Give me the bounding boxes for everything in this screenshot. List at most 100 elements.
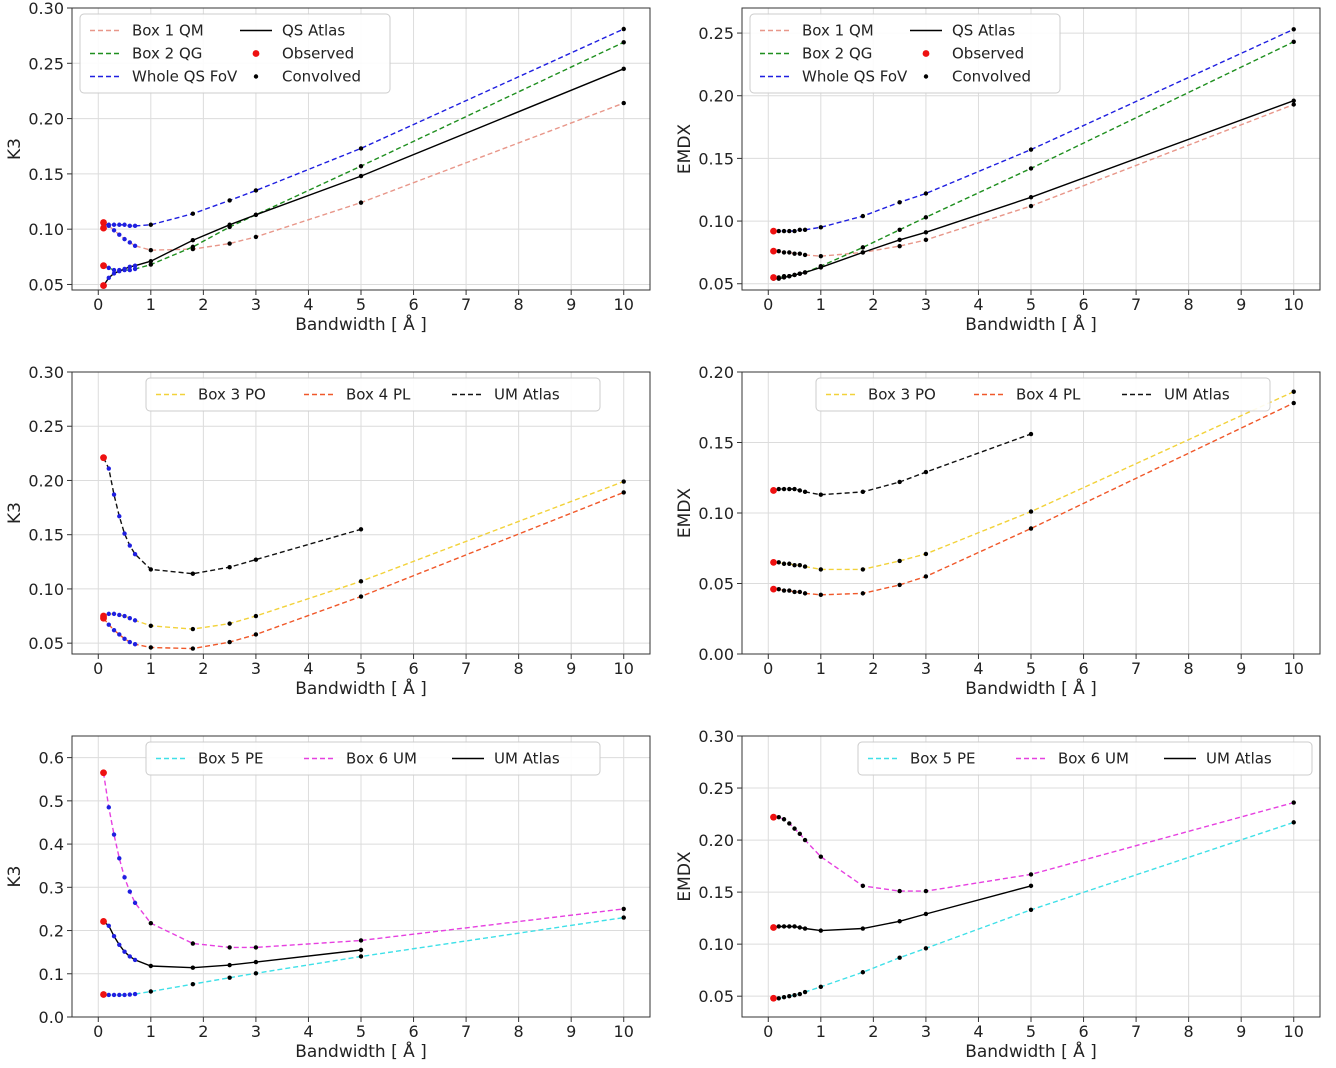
convolved-point: [106, 275, 111, 281]
series-line-0: [773, 103, 1294, 257]
y-tick-label: 0.20: [698, 831, 734, 850]
convolved-point: [923, 946, 929, 951]
x-tick-label: 0: [93, 295, 103, 314]
x-tick-label: 3: [251, 1022, 261, 1041]
y-tick-label: 0.10: [698, 504, 734, 523]
convolved-point: [792, 924, 797, 929]
legend-label: Box 5 PE: [910, 750, 976, 768]
y-tick-label: 0.20: [698, 87, 734, 106]
convolved-point: [253, 945, 259, 950]
convolved-point: [111, 933, 117, 939]
observed-point: [100, 991, 107, 998]
y-tick-label: 0.15: [28, 526, 64, 545]
convolved-point: [227, 962, 232, 968]
y-tick-label: 0.10: [698, 212, 734, 231]
series-line-2: [773, 433, 1032, 496]
x-tick-label: 8: [514, 659, 524, 678]
x-tick-label: 8: [514, 1022, 524, 1041]
x-tick-label: 10: [614, 1022, 634, 1041]
x-tick-label: 7: [1131, 1022, 1141, 1041]
x-tick-label: 3: [921, 1022, 931, 1041]
convolved-point: [122, 992, 127, 998]
convolved-point: [358, 200, 364, 205]
observed-point: [770, 247, 777, 255]
x-tick-label: 0: [763, 1022, 773, 1041]
x-tick-label: 6: [1078, 659, 1088, 678]
series-line-1: [102, 772, 624, 949]
legend: Box 3 PO Box 4 PL UM Atlas: [815, 377, 1271, 412]
x-tick-label: 5: [1026, 659, 1036, 678]
y-tick-label: 0.05: [698, 987, 734, 1006]
convolved-point: [792, 589, 797, 595]
convolved-point: [787, 924, 792, 929]
convolved-point: [127, 264, 132, 269]
series-line-0: [773, 391, 1294, 571]
x-tick-label: 1: [146, 295, 156, 314]
x-tick-label: 8: [1184, 659, 1194, 678]
convolved-point: [818, 928, 824, 933]
convolved-point: [621, 915, 626, 920]
convolved-point: [148, 989, 154, 994]
convolved-point: [190, 646, 196, 651]
y-tick-label: 0.25: [698, 779, 734, 798]
series-line-0: [773, 821, 1294, 999]
x-tick-label: 9: [566, 659, 576, 678]
convolved-point: [776, 228, 781, 234]
convolved-point: [132, 552, 138, 557]
x-axis-label: Bandwidth [ Å ]: [965, 1040, 1097, 1062]
series-line-2: [103, 920, 362, 969]
convolved-point: [923, 215, 929, 220]
convolved-point: [621, 26, 626, 32]
convolved-point: [776, 560, 781, 565]
convolved-point: [358, 579, 364, 584]
convolved-point: [797, 271, 802, 276]
legend-label: Box 6 UM: [1058, 750, 1129, 768]
convolved-point: [776, 996, 781, 1001]
convolved-point: [106, 222, 111, 227]
convolved-point: [797, 831, 802, 837]
x-tick-label: 2: [198, 659, 208, 678]
plot-area: [770, 27, 1296, 281]
convolved-point: [797, 251, 802, 256]
convolved-point: [860, 970, 866, 975]
x-tick-label: 4: [973, 659, 983, 678]
plot-area: [100, 769, 626, 998]
observed-point: [770, 487, 777, 494]
observed-point: [100, 262, 107, 270]
convolved-point: [860, 567, 866, 572]
convolved-point: [860, 926, 866, 931]
chart-panel-5: 0 1 2 3 4 5 6 7 8 9 10 0.0 0.1 0.2 0.3 0.4 0.5 0.6 Bandwid…: [5, 735, 651, 1062]
legend: Box 3 PO Box 4 PL UM Atlas: [145, 377, 601, 412]
legend-label: Box 1 QM: [132, 22, 204, 40]
x-tick-label: 2: [198, 295, 208, 314]
y-axis-label: EMDX: [675, 124, 695, 174]
y-tick-label: 0.2: [39, 922, 64, 941]
x-tick-label: 5: [356, 659, 366, 678]
convolved-point: [190, 571, 196, 576]
x-tick-label: 2: [868, 659, 878, 678]
legend-label: Observed: [282, 45, 354, 63]
y-tick-label: 0.30: [28, 0, 64, 18]
y-tick-label: 0.00: [698, 645, 734, 664]
convolved-point: [781, 486, 787, 492]
convolved-point: [111, 492, 117, 497]
legend-label: Box 4 PL: [346, 386, 411, 404]
convolved-point: [1028, 431, 1034, 437]
convolved-point: [227, 565, 232, 570]
convolved-point: [190, 244, 196, 250]
x-tick-label: 5: [1026, 295, 1036, 314]
convolved-point: [358, 146, 364, 151]
convolved-point: [253, 212, 259, 217]
legend-label: Box 3 PO: [868, 386, 936, 404]
convolved-point: [190, 941, 196, 946]
convolved-point: [1028, 883, 1034, 889]
y-tick-label: 0.05: [698, 275, 734, 294]
x-tick-label: 7: [461, 295, 471, 314]
convolved-point: [106, 992, 111, 998]
x-axis-label: Bandwidth [ Å ]: [965, 677, 1097, 699]
convolved-point: [227, 222, 232, 227]
convolved-point: [148, 262, 154, 267]
convolved-point: [818, 225, 824, 230]
convolved-point: [190, 965, 196, 970]
